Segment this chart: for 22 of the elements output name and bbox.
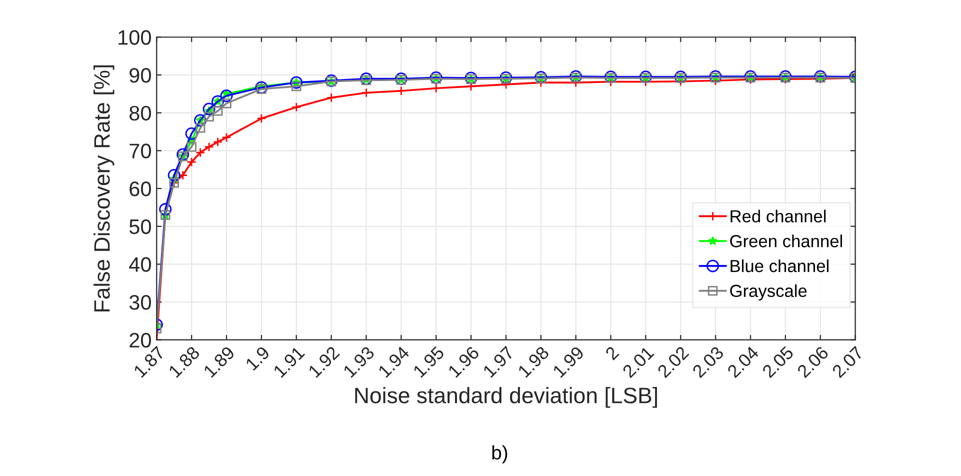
y-tick-label: 90 — [130, 68, 151, 83]
legend-label: Green channel — [730, 234, 842, 248]
y-tick-label: 70 — [130, 144, 151, 158]
x-axis-title: Noise standard deviation [LSB] — [355, 387, 657, 408]
y-tick-label: 80 — [130, 106, 151, 121]
x-tick-label: 1.91 — [272, 346, 306, 378]
x-tick-label: 2 — [604, 346, 620, 360]
legend-label: Blue channel — [730, 259, 828, 272]
y-tick-label: 50 — [129, 219, 151, 234]
x-tick-label: 1.89 — [202, 346, 236, 378]
y-tick-label: 20 — [130, 332, 151, 348]
x-tick-label: 1.9 — [245, 346, 270, 371]
y-tick-label: 60 — [130, 181, 151, 196]
legend-label: Red channel — [730, 210, 826, 222]
y-tick-label: 30 — [129, 295, 151, 310]
x-tick-label: 1.99 — [552, 346, 585, 378]
legend-label: Grayscale — [730, 284, 807, 300]
y-tick-label: 100 — [118, 30, 151, 45]
y-axis-title: False Discovery Rate [%] — [94, 65, 114, 312]
x-tick-label: 2.01 — [622, 346, 654, 378]
y-tick-label: 40 — [129, 257, 151, 272]
text: b) — [492, 445, 508, 464]
